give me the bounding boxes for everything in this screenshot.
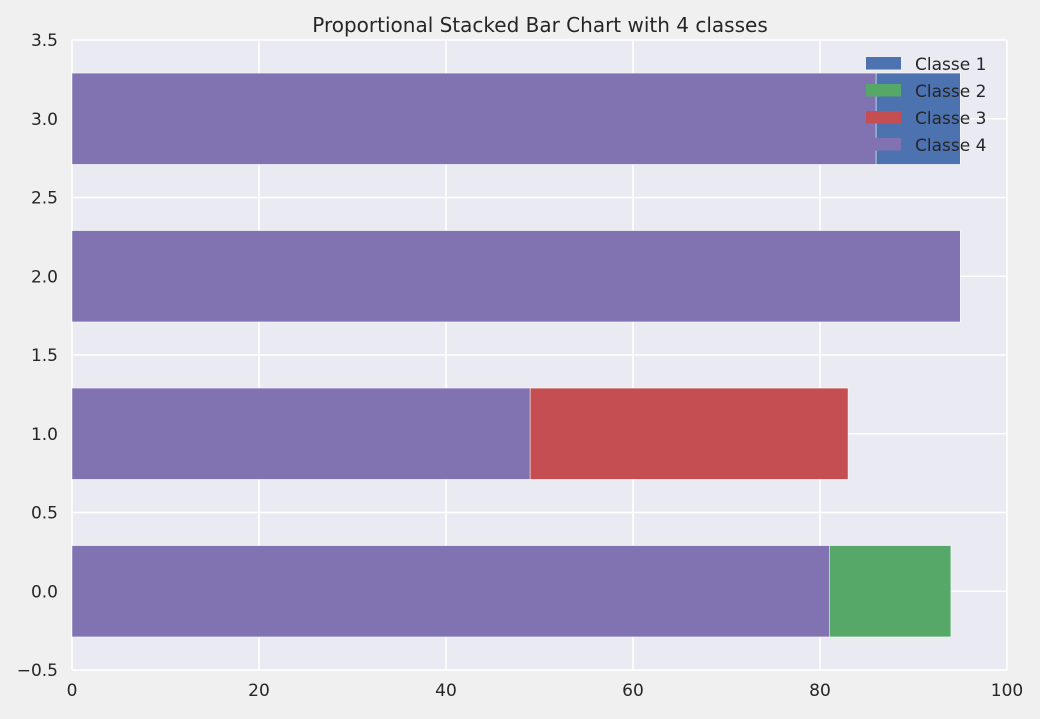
- bar-segment-classe-4: [71, 545, 830, 638]
- legend-swatch: [866, 84, 901, 97]
- y-tick-label: 1.0: [31, 425, 58, 445]
- legend-swatch: [866, 57, 901, 70]
- y-tick-label: 0.5: [31, 504, 58, 524]
- y-tick-label: 3.0: [31, 110, 58, 130]
- bars: [71, 72, 961, 638]
- legend-swatch: [866, 111, 901, 124]
- bar-segment-classe-3: [529, 387, 849, 480]
- legend-label: Classe 4: [915, 136, 986, 156]
- legend-label: Classe 3: [915, 109, 986, 129]
- legend-swatch: [866, 138, 901, 151]
- y-tick-label: 1.5: [31, 346, 58, 366]
- x-tick-label: 100: [991, 681, 1023, 701]
- tick-labels: 0 20 40 60 80 100 −0.5 0.0 0.5 1.0 1.5 2.0 2.5 3.0 3.5: [17, 31, 1024, 701]
- legend-label: Classe 1: [915, 55, 986, 75]
- x-tick-label: 0: [67, 681, 78, 701]
- legend: Classe 1 Classe 2 Classe 3 Classe 4: [866, 55, 986, 156]
- x-tick-label: 40: [435, 681, 457, 701]
- y-tick-label: 3.5: [31, 31, 58, 51]
- x-tick-label: 60: [622, 681, 644, 701]
- bar-segment-classe-4: [71, 72, 877, 165]
- y-tick-label: 2.5: [31, 189, 58, 209]
- y-tick-label: 2.0: [31, 267, 58, 287]
- y-tick-label: −0.5: [17, 661, 58, 681]
- bar-segment-classe-4: [71, 387, 531, 480]
- legend-label: Classe 2: [915, 82, 986, 102]
- bar-segment-classe-4: [71, 230, 961, 323]
- bar-segment-classe-2: [829, 545, 952, 638]
- x-tick-label: 20: [248, 681, 270, 701]
- chart-title: Proportional Stacked Bar Chart with 4 cl…: [312, 13, 768, 37]
- x-tick-label: 80: [809, 681, 831, 701]
- y-tick-label: 0.0: [31, 582, 58, 602]
